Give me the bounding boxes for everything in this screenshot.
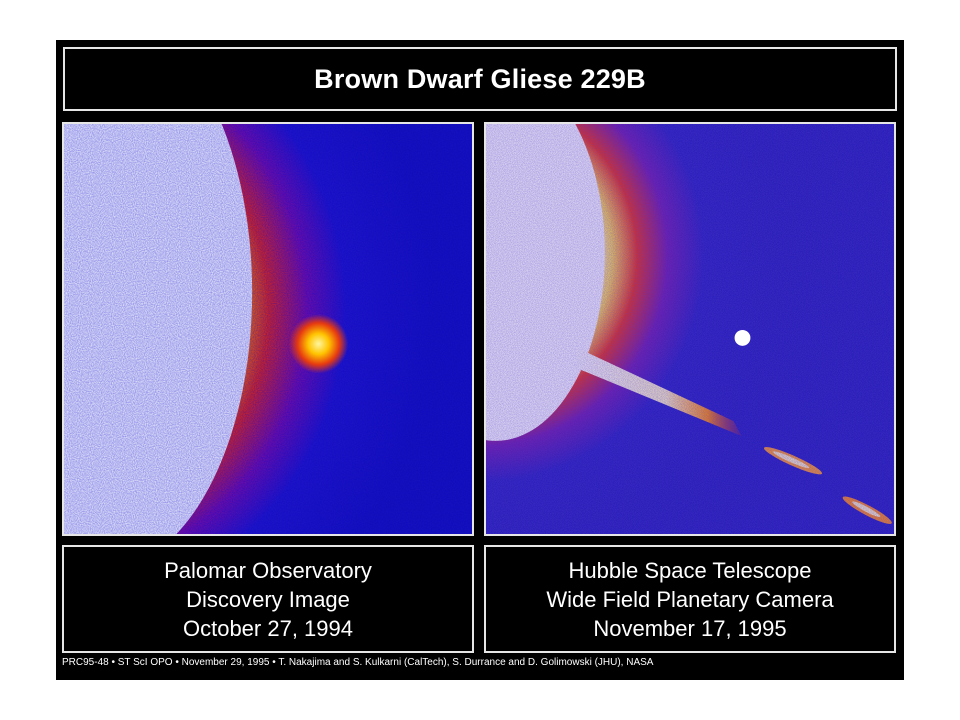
caption-line: Discovery Image xyxy=(186,586,350,612)
page-title: Brown Dwarf Gliese 229B xyxy=(314,63,646,94)
hubble-caption: Hubble Space Telescope Wide Field Planet… xyxy=(484,545,896,653)
palomar-image-graphic xyxy=(64,124,472,534)
caption-line: October 27, 1994 xyxy=(182,615,353,641)
brown-dwarf-point xyxy=(734,329,751,346)
palomar-caption: Palomar Observatory Discovery Image Octo… xyxy=(62,545,474,653)
image-plate: Brown Dwarf Gliese 229B xyxy=(56,40,904,680)
hubble-image-graphic xyxy=(486,124,894,534)
palomar-image xyxy=(62,122,474,536)
hubble-image xyxy=(484,122,896,536)
caption-line: Hubble Space Telescope xyxy=(568,557,812,583)
caption-line: Wide Field Planetary Camera xyxy=(546,586,834,612)
caption-line: November 17, 1995 xyxy=(593,615,787,641)
credit-line: PRC95-48 • ST ScI OPO • November 29, 199… xyxy=(62,657,654,668)
caption-line: Palomar Observatory xyxy=(164,557,372,583)
title-box: Brown Dwarf Gliese 229B xyxy=(63,47,897,111)
brown-dwarf-blob xyxy=(288,314,349,374)
